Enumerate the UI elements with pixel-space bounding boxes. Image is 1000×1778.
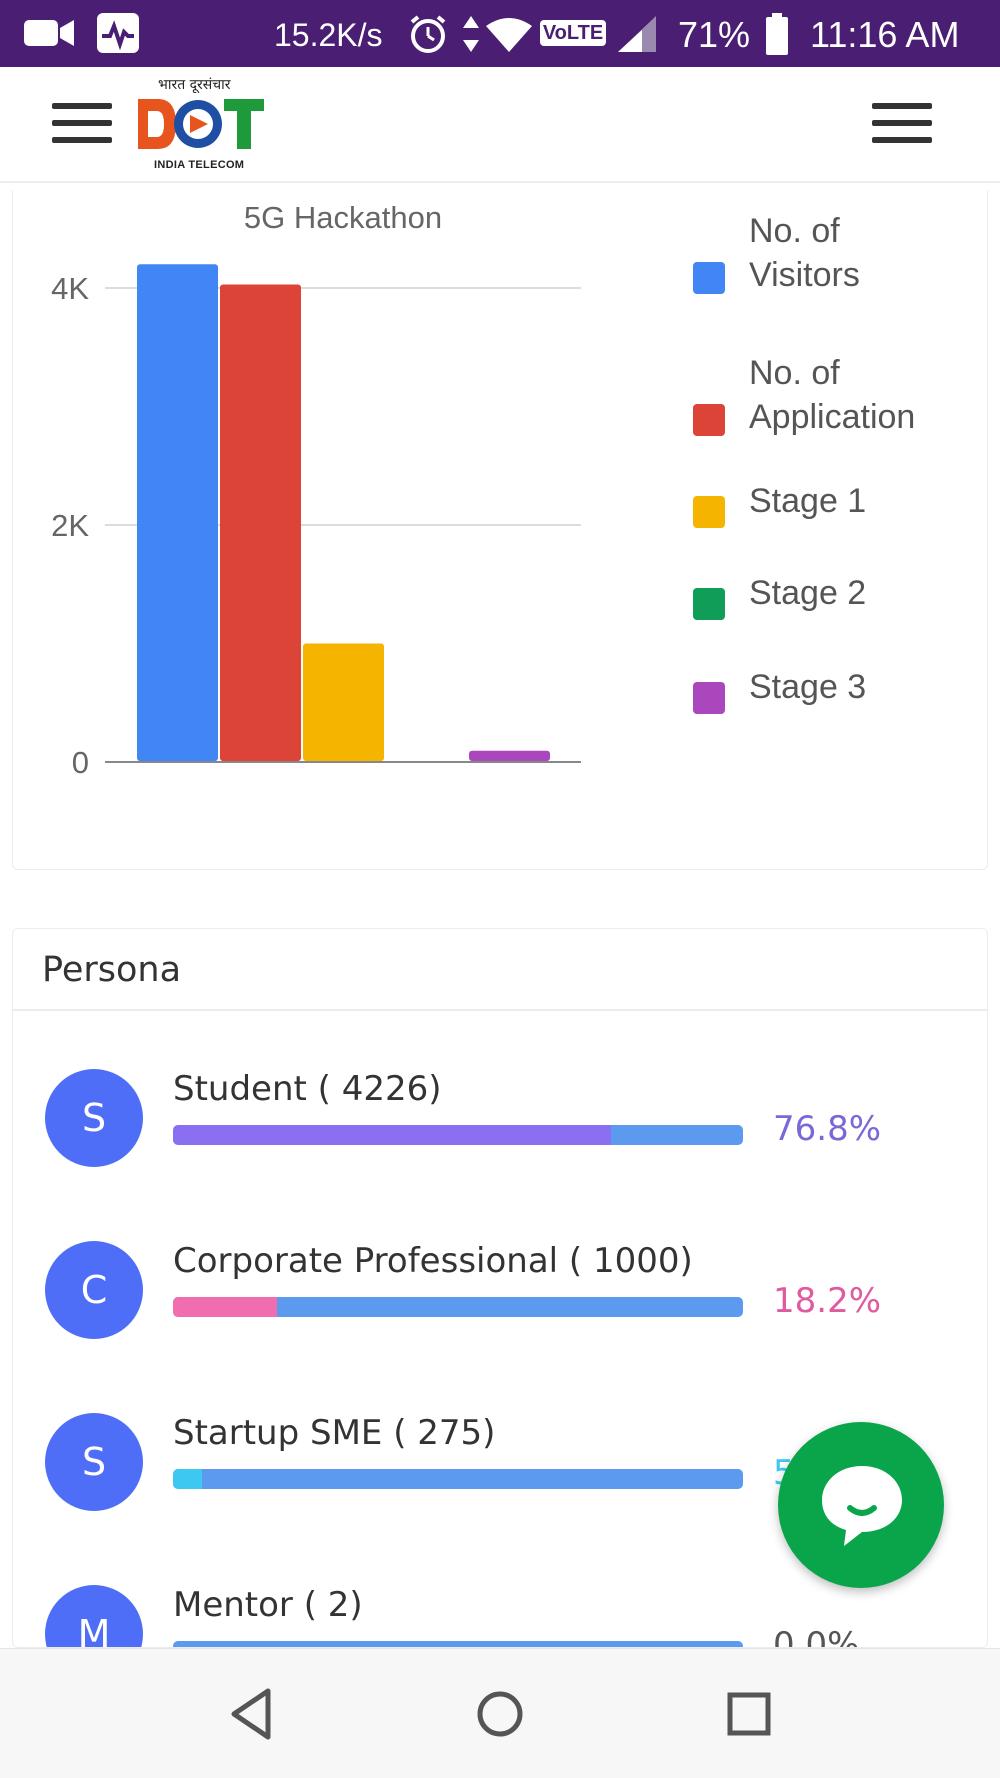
y-tick-label: 2K: [51, 508, 89, 543]
persona-progress-fill: [173, 1469, 202, 1489]
status-bar: 15.2K/s VoLTE 71% 11:16 AM: [0, 0, 1000, 67]
bar: [137, 264, 219, 761]
persona-label: Startup SME ( 275): [173, 1413, 496, 1453]
legend-swatch: [693, 682, 725, 714]
y-tick-label: 4K: [51, 271, 89, 306]
data-arrows-icon: [463, 16, 479, 52]
chat-bubble-icon: [822, 1466, 902, 1546]
persona-header: Persona: [13, 929, 987, 1011]
app-header: भारत दूरसंचार INDIA TELECOM: [0, 67, 1000, 183]
persona-progress-bar: [173, 1297, 743, 1317]
logo-hindi-text: भारत दूरसंचार: [158, 77, 231, 93]
persona-percent: 18.2%: [773, 1281, 882, 1321]
persona-card: Persona S Student ( 4226) 76.8% C Corpor…: [12, 928, 988, 1648]
legend-swatch: [693, 262, 725, 294]
alarm-icon: [410, 15, 446, 53]
bar: [220, 284, 302, 761]
persona-progress-fill: [173, 1297, 277, 1317]
avatar: M: [45, 1585, 143, 1647]
persona-row[interactable]: S Startup SME ( 275) 5: [13, 1413, 987, 1523]
persona-label: Mentor ( 2): [173, 1585, 363, 1625]
avatar: S: [45, 1413, 143, 1511]
left-hamburger-menu-icon[interactable]: [52, 103, 112, 143]
y-tick-label: 0: [72, 745, 89, 780]
home-circle-icon[interactable]: [465, 1679, 535, 1749]
persona-progress-bar: [173, 1469, 743, 1489]
recents-square-icon[interactable]: [714, 1679, 784, 1749]
persona-label: Corporate Professional ( 1000): [173, 1241, 693, 1281]
persona-progress-bar: [173, 1125, 743, 1145]
legend-label: No. of: [749, 354, 840, 392]
logo-subtitle: INDIA TELECOM: [154, 159, 245, 171]
clock: 11:16 AM: [810, 14, 960, 55]
dot-logo[interactable]: भारत दूरसंचार INDIA TELECOM: [136, 75, 264, 175]
legend-label: Stage 1: [749, 482, 866, 520]
legend-label: Visitors: [749, 256, 860, 294]
battery-icon: [766, 13, 788, 55]
persona-percent: 76.8%: [773, 1109, 882, 1149]
persona-row[interactable]: S Student ( 4226) 76.8%: [13, 1069, 987, 1179]
battery-percent: 71%: [678, 14, 751, 55]
hackathon-bar-chart: 5G Hackathon 0 2K 4K No. of Visitors No. of App…: [51, 200, 915, 780]
avatar: S: [45, 1069, 143, 1167]
dot-logo-mark: [138, 99, 264, 149]
legend-swatch: [693, 588, 725, 620]
legend-swatch: [693, 404, 725, 436]
bar: [469, 750, 551, 761]
avatar: C: [45, 1241, 143, 1339]
bar: [303, 643, 385, 761]
legend-label: Stage 3: [749, 668, 866, 706]
persona-row[interactable]: C Corporate Professional ( 1000) 18.2%: [13, 1241, 987, 1351]
volte-badge: VoLTE: [540, 20, 606, 46]
android-nav-bar: [0, 1648, 1000, 1778]
persona-label: Student ( 4226): [173, 1069, 442, 1109]
network-speed: 15.2K/s: [274, 17, 383, 53]
wifi-icon: [486, 18, 532, 52]
persona-row[interactable]: M Mentor ( 2) 0.0%: [13, 1585, 987, 1648]
persona-progress-bar: [173, 1641, 743, 1647]
legend-label: No. of: [749, 212, 840, 250]
persona-progress-fill: [173, 1125, 611, 1145]
legend-swatch: [693, 496, 725, 528]
back-triangle-icon[interactable]: [216, 1679, 286, 1749]
activity-monitor-icon: [97, 13, 139, 53]
persona-percent: 0.0%: [773, 1625, 860, 1648]
chart-title: 5G Hackathon: [244, 200, 442, 235]
hackathon-chart-card: 5G Hackathon 0 2K 4K No. of Visitors No. of App…: [12, 190, 988, 870]
chat-button[interactable]: [778, 1422, 944, 1588]
right-hamburger-menu-icon[interactable]: [872, 103, 932, 143]
persona-title: Persona: [42, 950, 182, 990]
legend-label: Stage 2: [749, 574, 866, 612]
legend-label: Application: [749, 398, 915, 436]
signal-icon: [618, 16, 656, 52]
video-camera-icon: [24, 20, 74, 46]
